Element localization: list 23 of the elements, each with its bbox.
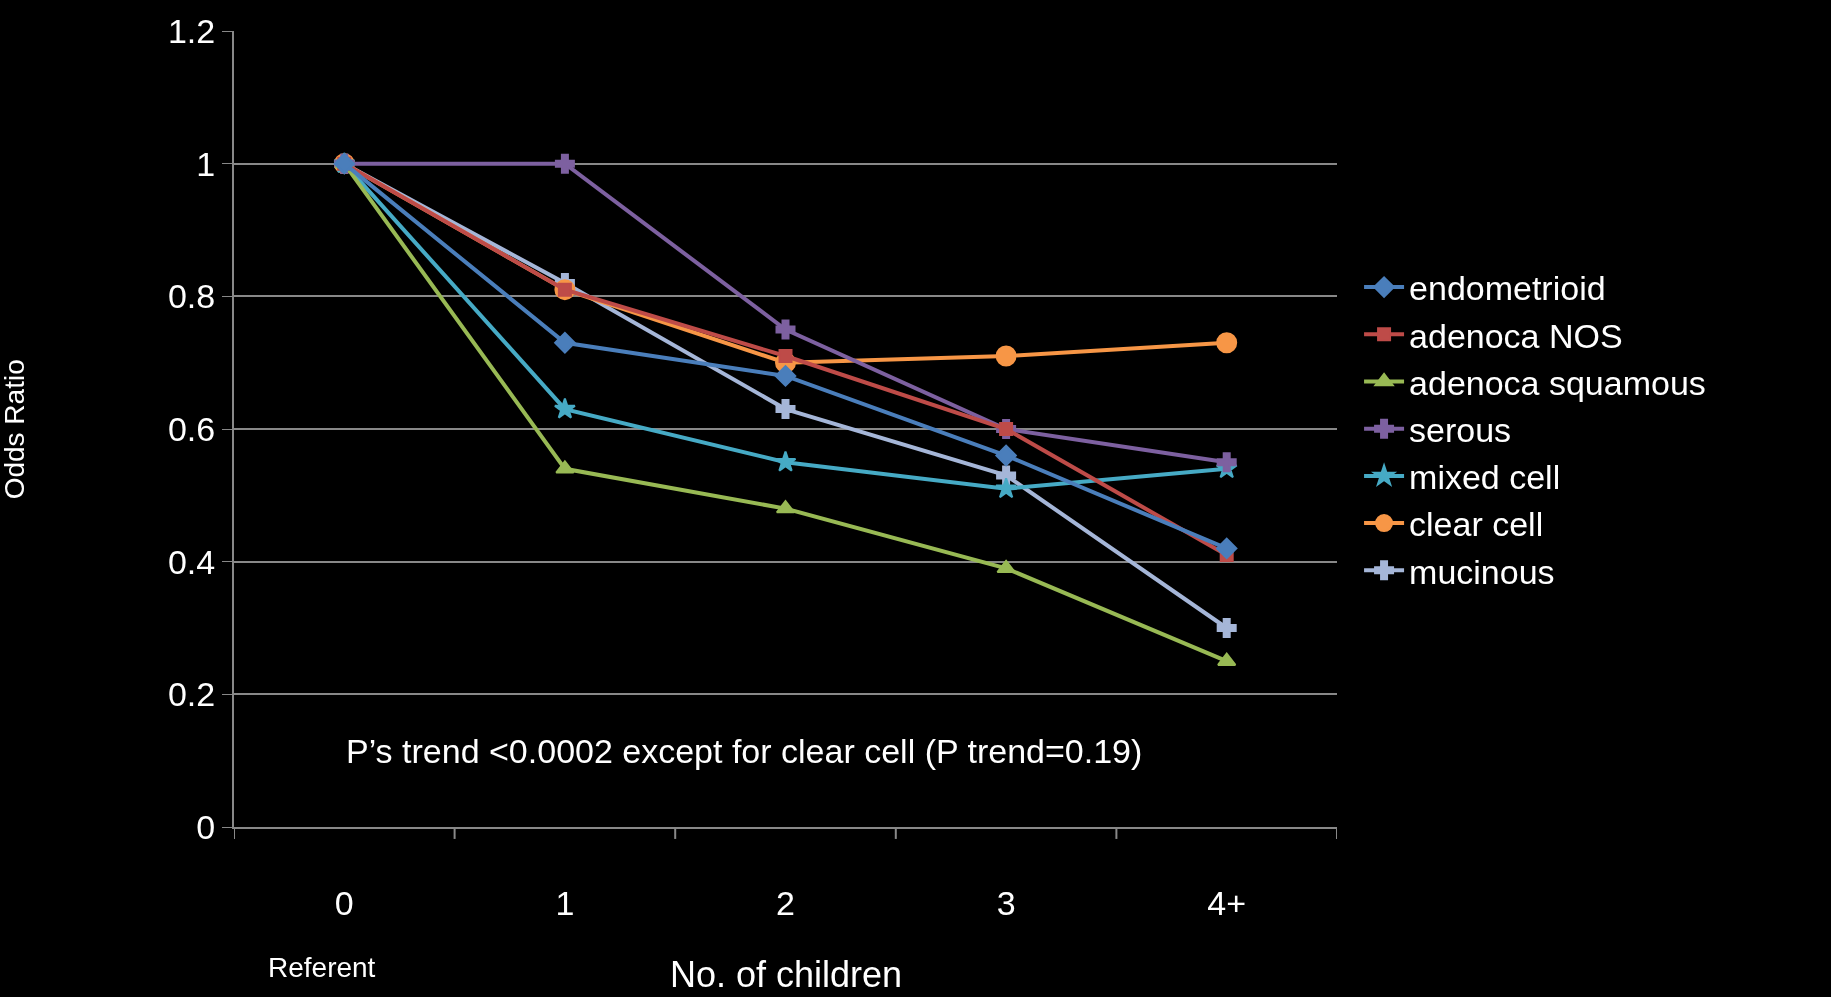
y-tick-label: 0 bbox=[196, 807, 216, 846]
x-axis-title: No. of children bbox=[670, 954, 903, 995]
y-tick-label: 0.8 bbox=[167, 277, 216, 316]
legend-label: adenoca NOS bbox=[1409, 316, 1623, 355]
x-tick-label: 3 bbox=[996, 883, 1016, 922]
legend-label: clear cell bbox=[1409, 505, 1544, 544]
legend-label: adenoca squamous bbox=[1409, 363, 1706, 402]
x-tick-label: 2 bbox=[776, 883, 795, 922]
y-tick-label: 0.6 bbox=[167, 409, 216, 448]
text: Referent bbox=[268, 952, 376, 983]
x-tick-label: 1 bbox=[555, 883, 575, 922]
annotation: P’s trend <0.0002 except for clear cell (P trend=0.19) bbox=[346, 732, 1143, 770]
legend-label: endometrioid bbox=[1409, 269, 1606, 308]
y-tick-label: 0.2 bbox=[167, 675, 216, 714]
x-tick-label: 0 bbox=[334, 883, 354, 922]
y-tick-label: 1 bbox=[196, 144, 216, 183]
legend-label: serous bbox=[1409, 410, 1512, 449]
y-tick-label: 1.2 bbox=[167, 11, 216, 50]
y-tick-label: 0.4 bbox=[167, 542, 216, 581]
legend-label: mixed cell bbox=[1409, 458, 1561, 497]
y-axis-title: Odds Ratio bbox=[0, 359, 31, 500]
x-tick-label: 4+ bbox=[1207, 883, 1247, 922]
legend-label: mucinous bbox=[1409, 552, 1555, 591]
